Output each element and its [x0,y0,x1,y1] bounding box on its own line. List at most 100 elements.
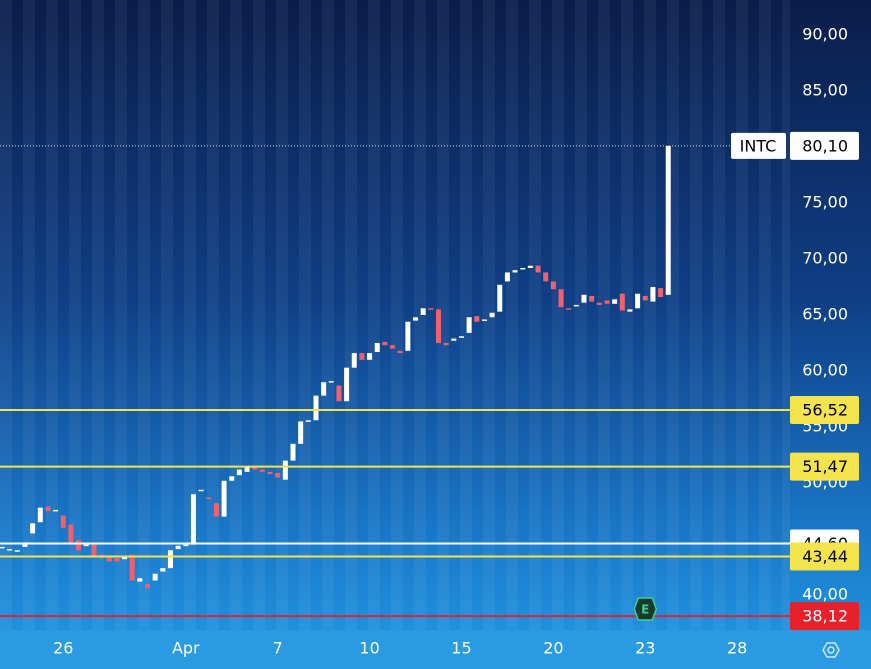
candle-body [298,421,304,444]
price-label-box [790,602,859,631]
candle-body [336,385,342,402]
candle-body [642,295,648,301]
x-tick-label: 26 [53,639,73,658]
candle-body [167,550,173,569]
background-stripes [0,0,790,630]
candle-body [30,523,36,534]
candle-body [558,289,564,308]
candle-body [328,381,334,383]
candle-body [535,265,541,273]
event-marker-label: E [641,603,649,617]
candle-body [122,555,128,560]
candle-body [129,554,135,581]
candle-body [313,395,319,421]
settings-dot [827,646,835,654]
candle-body [60,515,66,528]
candle-body [665,145,671,295]
candle-body [374,343,380,352]
y-tick-label: 65,00 [802,305,848,324]
candle-body [175,545,181,550]
y-tick-label: 60,00 [802,361,848,380]
candle-body [474,316,480,322]
candle-body [543,272,549,282]
candle-body [351,353,357,368]
candle-body [37,507,43,523]
x-tick-label: 28 [727,639,747,658]
candle-body [114,558,120,562]
candle-body [390,345,396,349]
candle-body [236,469,242,476]
x-axis-band [0,630,871,669]
candle-body [612,299,618,304]
candle-body [650,286,656,302]
candle-body [259,469,265,472]
y-tick-label: 75,00 [802,192,848,211]
candle-body [367,353,373,360]
symbol-box [731,132,786,159]
candle-body [53,509,59,512]
candle-body [275,472,281,478]
candle-body [635,293,641,309]
candle-body [282,460,288,480]
candle-body [451,338,457,341]
candle-body [382,341,388,346]
candle-body [359,353,365,360]
candle-body [290,443,296,461]
candle-body [83,544,89,547]
price-label: 51,47 [802,457,848,476]
x-tick-label: 15 [451,639,471,658]
price-label-box [790,542,859,571]
candle-body [550,281,556,290]
settings-hex [822,642,840,658]
candle-body [420,308,426,315]
candle-body [267,471,273,475]
candle-body [106,555,112,562]
candle-body [397,350,403,354]
candle-body [481,319,487,321]
candle-body [573,304,579,307]
candle-body [221,480,227,517]
x-tick-label: 23 [635,639,655,658]
settings-icon[interactable] [822,642,840,658]
y-tick-label: 90,00 [802,24,848,43]
event-marker[interactable]: E [633,597,658,621]
candle-body [7,549,13,551]
candle-body [144,583,150,589]
candle-body [520,267,526,270]
candle-body [252,466,258,470]
candle-body [152,573,158,581]
candle-body [183,544,189,547]
candle-body [213,503,219,517]
symbol-label: INTC [740,136,777,155]
candle-body [504,272,510,282]
x-tick-label: 10 [359,639,379,658]
candle-body [229,476,235,481]
candle-body [206,497,212,500]
candle-body [0,546,5,549]
price-label-box [790,452,859,481]
candle-body [22,542,28,547]
candle-body [627,309,633,312]
last-price-box [790,131,859,160]
candle-body [413,317,419,321]
candle-body [497,284,503,312]
x-tick-label: 20 [543,639,563,658]
event-marker-shape [633,597,658,621]
candle-body [527,265,533,268]
candle-body [435,309,441,344]
candle-body [190,494,196,545]
candle-body [566,308,572,310]
candle-body [619,293,625,311]
candle-body [344,367,350,402]
candle-body [604,300,610,304]
candle-body [244,466,250,472]
y-tick-label: 70,00 [802,248,848,267]
price-label-box [790,395,859,424]
candle-body [45,506,51,512]
candle-body [466,317,472,333]
candle-body [198,489,204,492]
y-tick-label: 40,00 [802,585,848,604]
candle-body [405,321,411,351]
